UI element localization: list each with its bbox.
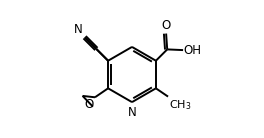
- Text: O: O: [162, 19, 171, 32]
- Text: N: N: [128, 106, 136, 119]
- Text: CH$_3$: CH$_3$: [169, 98, 192, 112]
- Text: OH: OH: [184, 44, 202, 57]
- Text: O: O: [84, 98, 93, 111]
- Text: N: N: [74, 23, 83, 36]
